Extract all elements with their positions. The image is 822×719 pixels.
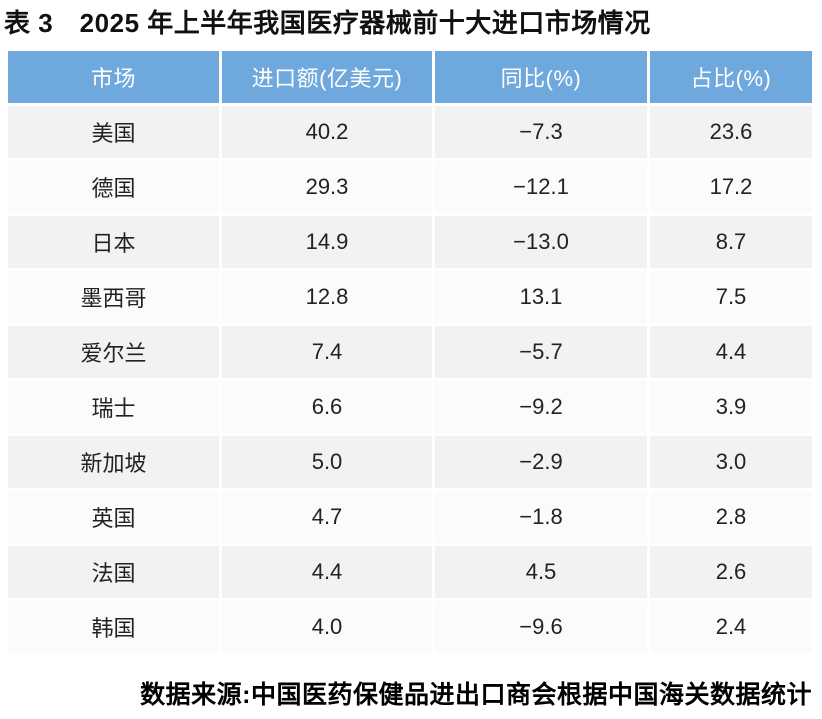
table-row: 瑞士 6.6 −9.2 3.9: [8, 381, 812, 433]
share-cell: 17.2: [650, 161, 812, 213]
table-row: 法国 4.4 4.5 2.6: [8, 546, 812, 598]
market-cell: 新加坡: [8, 436, 219, 488]
column-header: 占比(%): [650, 51, 812, 103]
column-header: 市场: [8, 51, 219, 103]
yoy-cell: −1.8: [435, 491, 647, 543]
table-row: 新加坡 5.0 −2.9 3.0: [8, 436, 812, 488]
yoy-cell: −7.3: [435, 106, 647, 158]
market-cell: 英国: [8, 491, 219, 543]
article-table-figure: 表 3 2025 年上半年我国医疗器械前十大进口市场情况 市场 进口额(亿美元) 同…: [0, 8, 822, 719]
table-row: 日本 14.9 −13.0 8.7: [8, 216, 812, 268]
column-header: 同比(%): [435, 51, 647, 103]
import-value-cell: 40.2: [222, 106, 432, 158]
yoy-cell: −9.2: [435, 381, 647, 433]
yoy-cell: 4.5: [435, 546, 647, 598]
share-cell: 3.0: [650, 436, 812, 488]
table-row: 美国 40.2 −7.3 23.6: [8, 106, 812, 158]
import-value-cell: 5.0: [222, 436, 432, 488]
table-body: 美国 40.2 −7.3 23.6 德国 29.3 −12.1 17.2 日本 14.9 −13.0…: [8, 106, 812, 653]
table-row: 德国 29.3 −12.1 17.2: [8, 161, 812, 213]
yoy-cell: −12.1: [435, 161, 647, 213]
yoy-cell: 13.1: [435, 271, 647, 323]
import-value-cell: 4.7: [222, 491, 432, 543]
yoy-cell: −5.7: [435, 326, 647, 378]
table-row: 爱尔兰 7.4 −5.7 4.4: [8, 326, 812, 378]
table-row: 韩国 4.0 −9.6 2.4: [8, 601, 812, 653]
import-value-cell: 4.4: [222, 546, 432, 598]
market-cell: 瑞士: [8, 381, 219, 433]
yoy-cell: −13.0: [435, 216, 647, 268]
import-value-cell: 29.3: [222, 161, 432, 213]
yoy-cell: −9.6: [435, 601, 647, 653]
market-cell: 日本: [8, 216, 219, 268]
share-cell: 4.4: [650, 326, 812, 378]
market-cell: 德国: [8, 161, 219, 213]
market-cell: 法国: [8, 546, 219, 598]
import-markets-table: 市场 进口额(亿美元) 同比(%) 占比(%) 美国 40.2 −7.3 23.6 德国 29.…: [5, 48, 815, 656]
share-cell: 3.9: [650, 381, 812, 433]
share-cell: 23.6: [650, 106, 812, 158]
share-cell: 2.8: [650, 491, 812, 543]
import-value-cell: 7.4: [222, 326, 432, 378]
table-row: 英国 4.7 −1.8 2.8: [8, 491, 812, 543]
import-value-cell: 6.6: [222, 381, 432, 433]
import-value-cell: 4.0: [222, 601, 432, 653]
import-value-cell: 12.8: [222, 271, 432, 323]
share-cell: 2.4: [650, 601, 812, 653]
table-row: 墨西哥 12.8 13.1 7.5: [8, 271, 812, 323]
market-cell: 韩国: [8, 601, 219, 653]
market-cell: 墨西哥: [8, 271, 219, 323]
yoy-cell: −2.9: [435, 436, 647, 488]
table-title: 表 3 2025 年上半年我国医疗器械前十大进口市场情况: [4, 8, 651, 38]
data-source-note: 数据来源:中国医药保健品进出口商会根据中国海关数据统计: [140, 681, 812, 709]
share-cell: 7.5: [650, 271, 812, 323]
share-cell: 8.7: [650, 216, 812, 268]
column-header: 进口额(亿美元): [222, 51, 432, 103]
header-row: 市场 进口额(亿美元) 同比(%) 占比(%): [8, 51, 812, 103]
import-value-cell: 14.9: [222, 216, 432, 268]
market-cell: 美国: [8, 106, 219, 158]
share-cell: 2.6: [650, 546, 812, 598]
market-cell: 爱尔兰: [8, 326, 219, 378]
